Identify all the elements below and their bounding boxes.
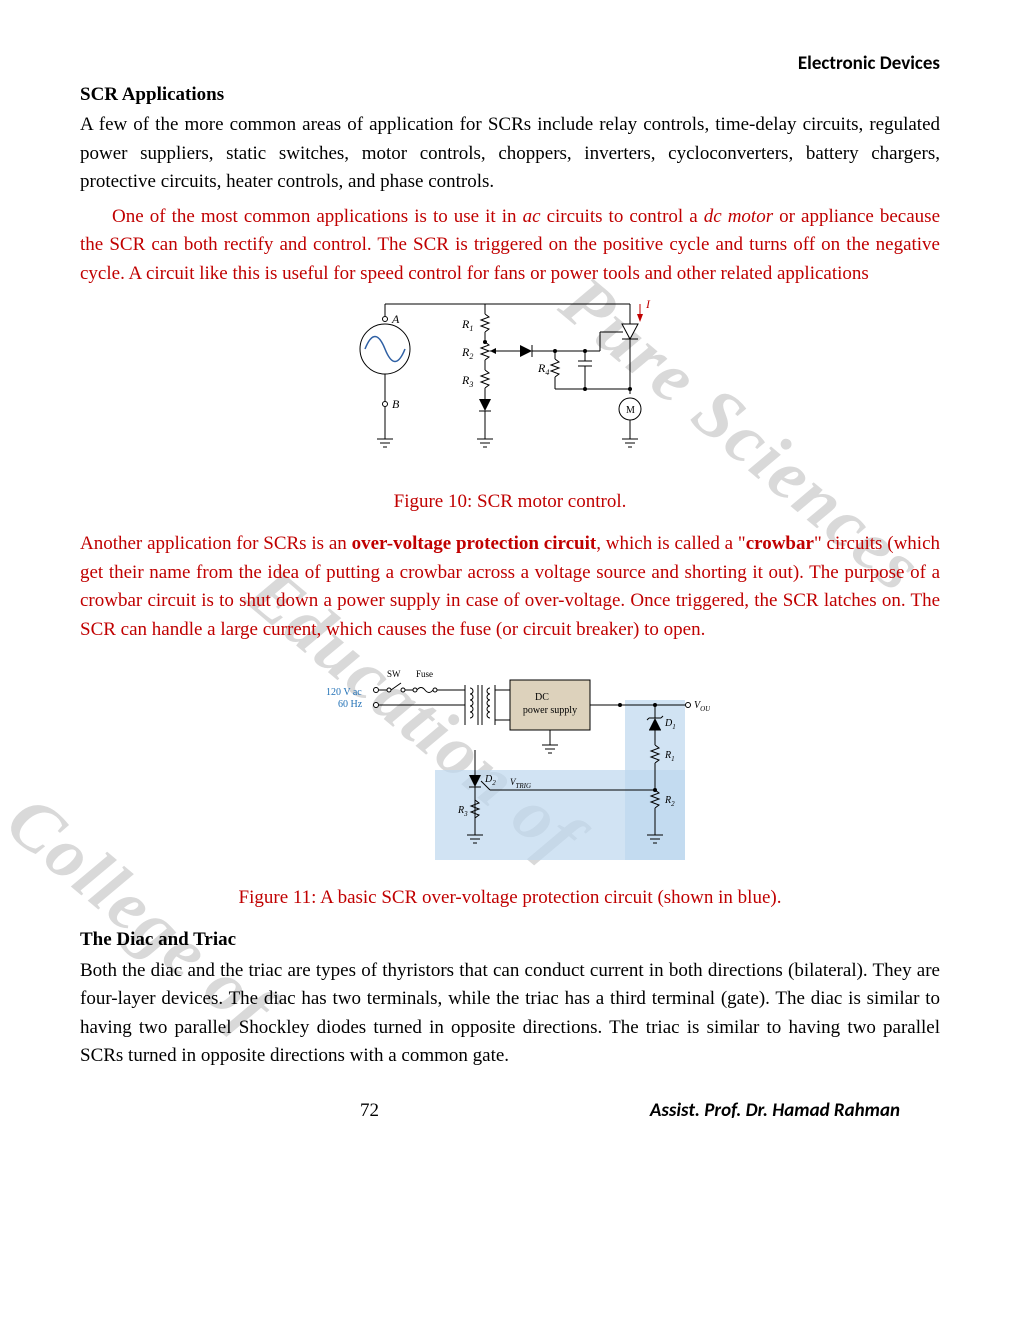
label-src1: 120 V ac <box>326 687 362 698</box>
label-R1: R1 <box>461 317 473 333</box>
p3a: Another application for SCRs is an <box>80 533 352 554</box>
page-number: 72 <box>360 1097 379 1126</box>
author-name: Assist. Prof. Dr. Hamad Rahman <box>650 1097 900 1126</box>
label-src2: 60 Hz <box>338 699 363 710</box>
figure-10-svg: A B I M R1 R2 R3 <box>340 294 680 474</box>
paragraph-dc-motor: One of the most common applications is t… <box>80 203 940 289</box>
p2-lead: One of the most common applications is t… <box>112 206 523 227</box>
course-header: Electronic Devices <box>80 50 940 79</box>
label-vout: VOUT <box>694 700 710 713</box>
section-title-scr: SCR Applications <box>80 81 940 110</box>
label-R3: R3 <box>461 373 473 389</box>
p3b: over-voltage protection circuit <box>352 533 597 554</box>
p2-mid: circuits to control a <box>541 206 704 227</box>
label-block1: DC <box>535 692 549 703</box>
label-I: I <box>645 297 651 311</box>
p3c: , which is called a " <box>596 533 745 554</box>
figure-10-caption: Figure 10: SCR motor control. <box>80 488 940 517</box>
p2-dc: dc motor <box>704 206 773 227</box>
figure-11: 120 V ac 60 Hz SW Fuse DC power supply V… <box>80 650 940 880</box>
paragraph-crowbar: Another application for SCRs is an over-… <box>80 530 940 644</box>
paragraph-diac: Both the diac and the triac are types of… <box>80 957 940 1071</box>
page-footer: 72 Assist. Prof. Dr. Hamad Rahman <box>80 1097 940 1126</box>
paragraph-intro: A few of the more common areas of applic… <box>80 111 940 197</box>
figure-11-svg: 120 V ac 60 Hz SW Fuse DC power supply V… <box>310 650 710 870</box>
label-R4: R4 <box>537 361 549 377</box>
label-block2: power supply <box>523 705 577 716</box>
section-title-diac: The Diac and Triac <box>80 926 940 955</box>
figure-11-caption: Figure 11: A basic SCR over-voltage prot… <box>80 884 940 913</box>
figure-10: A B I M R1 R2 R3 <box>80 294 940 484</box>
label-M: M <box>626 405 635 416</box>
p2-ac: ac <box>523 206 541 227</box>
label-SW: SW <box>387 669 401 679</box>
label-Fuse: Fuse <box>416 669 433 679</box>
label-A: A <box>391 312 400 326</box>
p3d: crowbar <box>746 533 814 554</box>
label-R2: R2 <box>461 345 473 361</box>
label-B: B <box>392 397 400 411</box>
